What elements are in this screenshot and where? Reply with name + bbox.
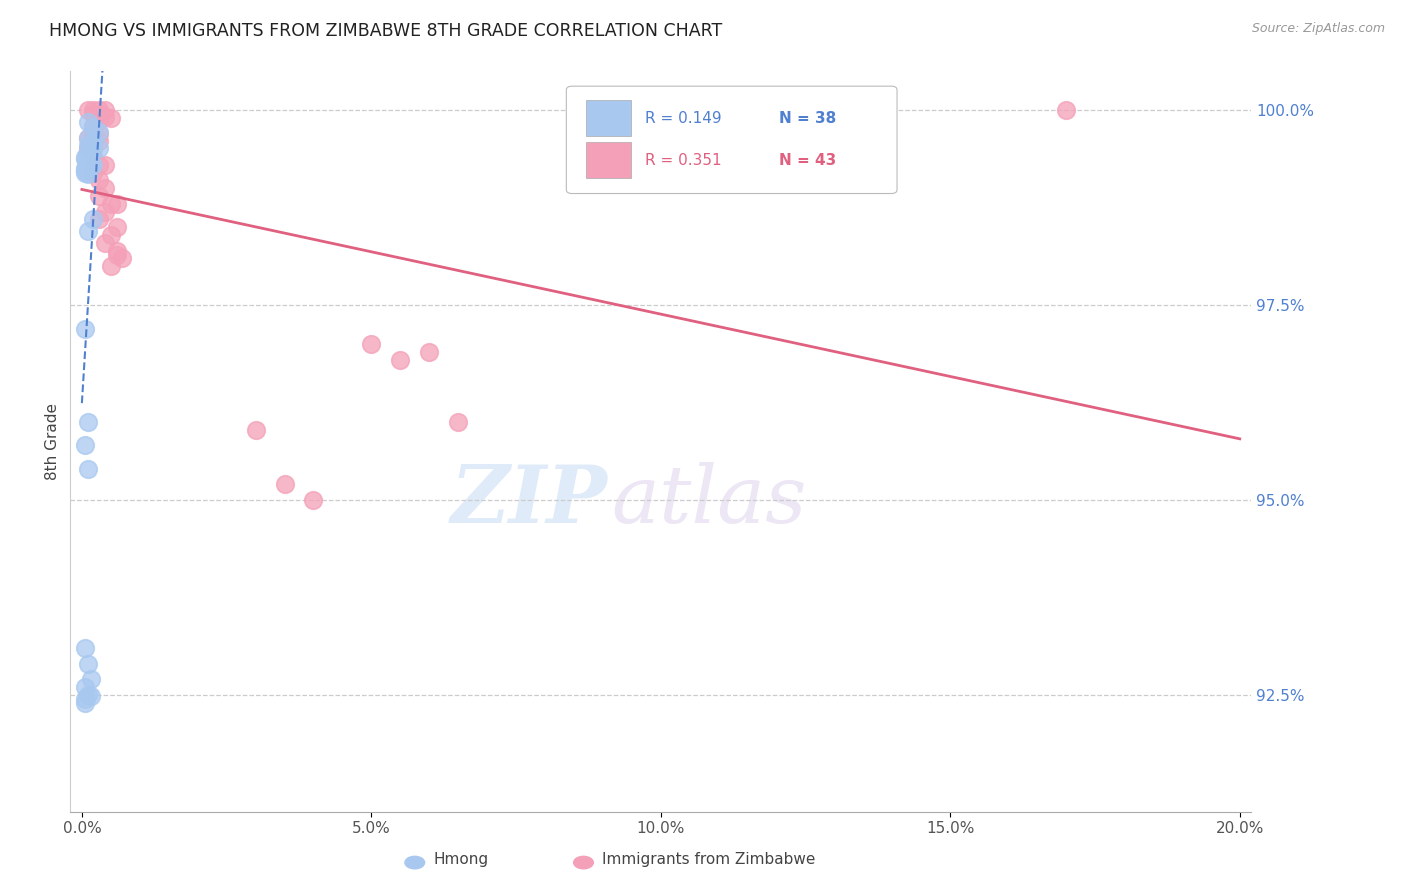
FancyBboxPatch shape xyxy=(567,87,897,194)
Point xyxy=(76,115,98,129)
Text: atlas: atlas xyxy=(612,462,807,540)
Point xyxy=(94,103,117,118)
Point xyxy=(73,161,96,175)
Point xyxy=(82,142,104,156)
Point xyxy=(82,150,104,164)
Point xyxy=(73,680,96,694)
Point xyxy=(73,150,96,164)
Point xyxy=(360,337,382,351)
Text: HMONG VS IMMIGRANTS FROM ZIMBABWE 8TH GRADE CORRELATION CHART: HMONG VS IMMIGRANTS FROM ZIMBABWE 8TH GR… xyxy=(49,22,723,40)
Point xyxy=(94,110,117,124)
Point xyxy=(76,144,98,158)
Point xyxy=(100,111,122,125)
Point xyxy=(76,138,98,153)
Point xyxy=(89,127,111,141)
Bar xyxy=(586,143,631,178)
Point xyxy=(94,158,117,172)
Point xyxy=(76,688,98,702)
Point xyxy=(94,204,117,219)
Point xyxy=(79,156,101,170)
Point xyxy=(76,224,98,238)
Point xyxy=(1054,103,1077,118)
Point xyxy=(76,142,98,156)
Point xyxy=(76,130,98,145)
Text: R = 0.351: R = 0.351 xyxy=(645,153,723,168)
Point xyxy=(73,164,96,178)
Point xyxy=(94,235,117,250)
Point xyxy=(82,103,104,118)
Point xyxy=(447,415,470,429)
Point xyxy=(82,119,104,133)
Text: Source: ZipAtlas.com: Source: ZipAtlas.com xyxy=(1251,22,1385,36)
Point xyxy=(89,158,111,172)
Point xyxy=(245,423,267,437)
Point xyxy=(76,153,98,168)
Point xyxy=(76,462,98,476)
Point xyxy=(73,696,96,710)
Point xyxy=(105,197,128,211)
Point xyxy=(82,120,104,135)
Point xyxy=(82,158,104,172)
Point xyxy=(73,438,96,452)
Point xyxy=(73,162,96,177)
Point xyxy=(82,166,104,180)
Point xyxy=(273,477,295,491)
Point xyxy=(100,259,122,273)
Point xyxy=(100,197,122,211)
Point xyxy=(89,189,111,203)
Text: Hmong: Hmong xyxy=(433,852,488,867)
Point xyxy=(82,212,104,227)
Text: R = 0.149: R = 0.149 xyxy=(645,111,723,126)
Point xyxy=(89,112,111,127)
Point xyxy=(76,154,98,169)
Point xyxy=(89,212,111,227)
Point xyxy=(79,690,101,704)
Point xyxy=(89,173,111,187)
Point xyxy=(82,107,104,121)
Point xyxy=(76,147,98,161)
Point xyxy=(302,493,325,508)
Point xyxy=(79,146,101,161)
Point xyxy=(76,130,98,145)
Text: N = 43: N = 43 xyxy=(779,153,837,168)
Point xyxy=(89,135,111,149)
Point xyxy=(105,247,128,261)
Point xyxy=(82,130,104,145)
Point xyxy=(76,167,98,181)
Point xyxy=(76,148,98,162)
Bar xyxy=(586,100,631,136)
Text: N = 38: N = 38 xyxy=(779,111,837,126)
Point xyxy=(73,691,96,706)
Point xyxy=(76,415,98,429)
Point xyxy=(89,107,111,121)
Point xyxy=(89,125,111,139)
Point xyxy=(76,103,98,118)
Text: ZIP: ZIP xyxy=(451,462,607,540)
Y-axis label: 8th Grade: 8th Grade xyxy=(45,403,60,480)
Point xyxy=(105,220,128,235)
Point xyxy=(94,181,117,195)
Point xyxy=(111,252,134,266)
Point xyxy=(105,244,128,258)
Point xyxy=(76,160,98,174)
Point xyxy=(100,227,122,242)
Point xyxy=(82,135,104,149)
Point xyxy=(73,641,96,656)
Point xyxy=(418,345,440,359)
Point xyxy=(89,103,111,118)
Point xyxy=(89,141,111,155)
Point xyxy=(73,152,96,166)
Point xyxy=(76,657,98,671)
Point xyxy=(73,166,96,180)
Point xyxy=(389,352,412,367)
Point xyxy=(79,672,101,686)
Text: Immigrants from Zimbabwe: Immigrants from Zimbabwe xyxy=(602,852,815,867)
Point xyxy=(73,321,96,335)
Point xyxy=(82,136,104,150)
Point xyxy=(82,127,104,141)
